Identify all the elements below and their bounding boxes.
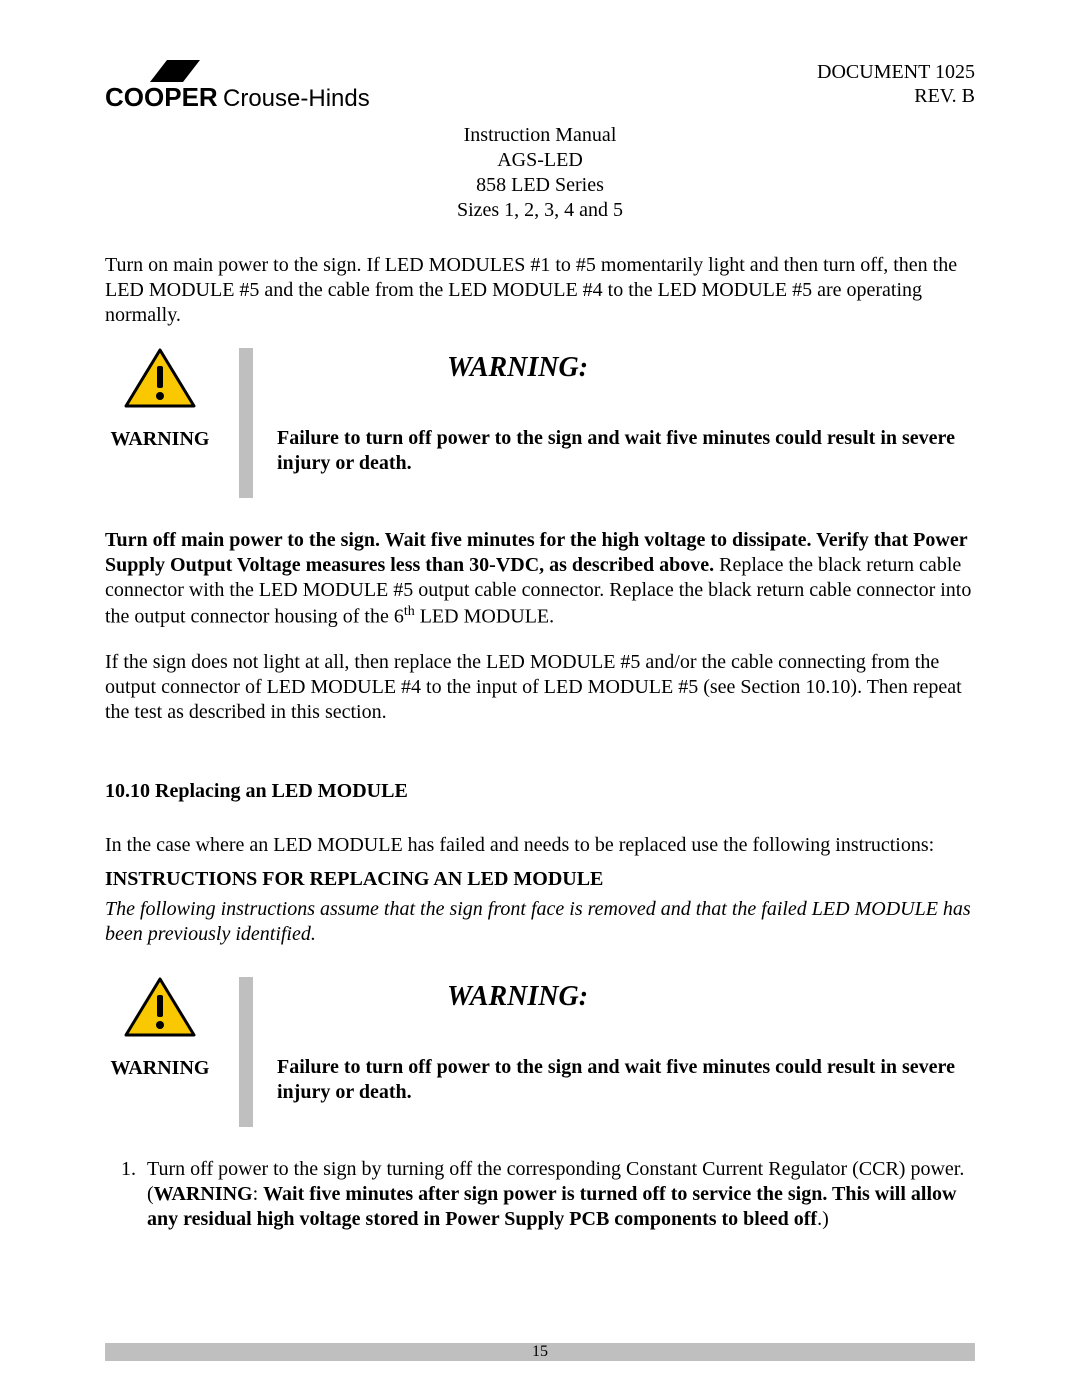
- section-heading: 10.10 Replacing an LED MODULE: [105, 780, 975, 803]
- body-paragraph-mixed: Turn off main power to the sign. Wait fi…: [105, 528, 975, 630]
- document-revision: REV. B: [817, 84, 975, 108]
- warning-right-column: WARNING: Failure to turn off power to th…: [277, 348, 975, 476]
- logo-block: COOPER Crouse-Hinds: [105, 60, 385, 115]
- document-number: DOCUMENT 1025: [817, 60, 975, 84]
- title-line: Sizes 1, 2, 3, 4 and 5: [105, 198, 975, 223]
- title-line: Instruction Manual: [105, 123, 975, 148]
- svg-text:Crouse-Hinds: Crouse-Hinds: [223, 85, 370, 112]
- warning-heading: WARNING:: [447, 352, 975, 384]
- page-number: 15: [532, 1343, 548, 1360]
- italic-paragraph: The following instructions assume that t…: [105, 897, 975, 947]
- warning-label: WARNING: [111, 428, 210, 451]
- warning-text: Failure to turn off power to the sign an…: [277, 426, 975, 476]
- document-id-block: DOCUMENT 1025 REV. B: [817, 60, 975, 108]
- warning-text: Failure to turn off power to the sign an…: [277, 1055, 975, 1105]
- text-span: :: [253, 1183, 264, 1205]
- warning-left-column: WARNING: [105, 348, 215, 451]
- warning-divider-bar: [239, 977, 253, 1127]
- warning-heading: WARNING:: [447, 981, 975, 1013]
- subsection-strong: INSTRUCTIONS FOR REPLACING AN LED MODULE: [105, 868, 975, 891]
- list-item: Turn off power to the sign by turning of…: [141, 1157, 975, 1232]
- bold-span: WARNING: [154, 1183, 253, 1205]
- bold-span: Wait five minutes after sign power is tu…: [147, 1183, 956, 1230]
- warning-triangle-icon: [124, 348, 196, 410]
- cooper-logo-icon: COOPER Crouse-Hinds: [105, 60, 385, 115]
- title-line: 858 LED Series: [105, 173, 975, 198]
- warning-block: WARNING WARNING: Failure to turn off pow…: [105, 977, 975, 1127]
- svg-text:COOPER: COOPER: [105, 82, 218, 112]
- warning-divider-bar: [239, 348, 253, 498]
- body-paragraph: In the case where an LED MODULE has fail…: [105, 833, 975, 858]
- body-paragraph: Turn on main power to the sign. If LED M…: [105, 253, 975, 328]
- body-paragraph: If the sign does not light at all, then …: [105, 650, 975, 725]
- title-block: Instruction Manual AGS-LED 858 LED Serie…: [105, 123, 975, 223]
- warning-triangle-icon: [124, 977, 196, 1039]
- warning-right-column: WARNING: Failure to turn off power to th…: [277, 977, 975, 1105]
- warning-left-column: WARNING: [105, 977, 215, 1080]
- footer-bar: 15: [105, 1343, 975, 1361]
- numbered-list: Turn off power to the sign by turning of…: [105, 1157, 975, 1232]
- warning-label: WARNING: [111, 1057, 210, 1080]
- text-span: .): [817, 1208, 829, 1230]
- title-line: AGS-LED: [105, 148, 975, 173]
- superscript: th: [404, 604, 415, 619]
- page-header: COOPER Crouse-Hinds DOCUMENT 1025 REV. B: [105, 60, 975, 115]
- warning-block: WARNING WARNING: Failure to turn off pow…: [105, 348, 975, 498]
- text-span: LED MODULE.: [415, 606, 554, 628]
- page-container: COOPER Crouse-Hinds DOCUMENT 1025 REV. B…: [0, 0, 1080, 1272]
